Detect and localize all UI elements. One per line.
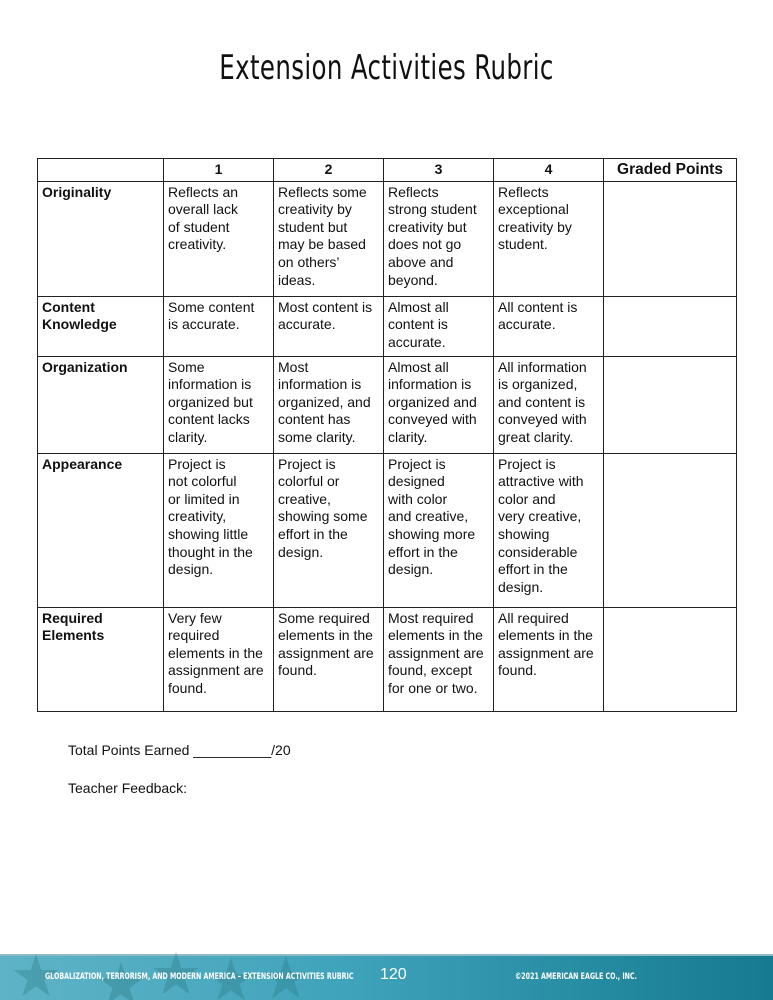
score-cell: Most required elements in the assignment…: [383, 606, 494, 712]
score-cell: All information is organized, and conten…: [493, 355, 604, 454]
star-icon: ★: [260, 946, 312, 1000]
footer-banner: ★ ★ ★ ★ ★ GLOBALIZATION, TERRORISM, AND …: [0, 946, 773, 1000]
table-row: Required Elements Very few required elem…: [37, 606, 737, 712]
score-cell: Some content is accurate.: [163, 295, 274, 357]
criterion-cell: Organization: [37, 355, 164, 454]
score-cell: All required elements in the assignment …: [493, 606, 604, 712]
graded-points-cell[interactable]: [603, 452, 737, 608]
star-icon: ★: [150, 942, 202, 1000]
rubric-table: 1 2 3 4 Graded Points Originality Reflec…: [37, 158, 737, 712]
header-cell: 2: [273, 158, 384, 182]
table-row: Appearance Project is not colorful or li…: [37, 452, 737, 608]
table-row: Content Knowledge Some content is accura…: [37, 295, 737, 357]
score-cell: Reflects strong student creativity but d…: [383, 180, 494, 297]
score-cell: Very few required elements in the assign…: [163, 606, 274, 712]
table-row: Organization Some information is organiz…: [37, 355, 737, 454]
graded-points-cell[interactable]: [603, 606, 737, 712]
score-cell: Project is attractive with color and ver…: [493, 452, 604, 608]
graded-points-cell[interactable]: [603, 295, 737, 357]
star-icon: ★: [95, 952, 147, 1000]
score-cell: Project is not colorful or limited in cr…: [163, 452, 274, 608]
page-title: Extension Activities Rubric: [219, 48, 554, 88]
score-cell: Reflects exceptional creativity by stude…: [493, 180, 604, 297]
score-cell: Project is colorful or creative, showing…: [273, 452, 384, 608]
criterion-cell: Content Knowledge: [37, 295, 164, 357]
header-cell: Graded Points: [603, 158, 737, 182]
table-row: Originality Reflects an overall lack of …: [37, 180, 737, 297]
score-cell: All content is accurate.: [493, 295, 604, 357]
teacher-feedback-label: Teacher Feedback:: [68, 780, 188, 796]
header-cell: 4: [493, 158, 604, 182]
graded-points-cell[interactable]: [603, 355, 737, 454]
criterion-cell: Appearance: [37, 452, 164, 608]
star-icon: ★: [205, 948, 257, 1000]
score-cell: Almost all information is organized and …: [383, 355, 494, 454]
header-cell: 1: [163, 158, 274, 182]
footer-copyright: ©2021 AMERICAN EAGLE CO., INC.: [515, 972, 637, 982]
star-icon: ★: [10, 944, 62, 1000]
header-row: 1 2 3 4 Graded Points: [37, 158, 737, 182]
footer-title: GLOBALIZATION, TERRORISM, AND MODERN AME…: [45, 972, 354, 982]
header-cell: 3: [383, 158, 494, 182]
graded-points-cell[interactable]: [603, 180, 737, 297]
header-cell: [37, 158, 164, 182]
score-cell: Reflects an overall lack of student crea…: [163, 180, 274, 297]
score-cell: Some information is organized but conten…: [163, 355, 274, 454]
score-cell: Project is designed with color and creat…: [383, 452, 494, 608]
score-cell: Almost all content is accurate.: [383, 295, 494, 357]
criterion-cell: Originality: [37, 180, 164, 297]
criterion-cell: Required Elements: [37, 606, 164, 712]
page-number: 120: [380, 966, 407, 983]
total-points-line: Total Points Earned __________/20: [68, 742, 291, 758]
score-cell: Most information is organized, and conte…: [273, 355, 384, 454]
score-cell: Reflects some creativity by student but …: [273, 180, 384, 297]
score-cell: Most content is accurate.: [273, 295, 384, 357]
score-cell: Some required elements in the assignment…: [273, 606, 384, 712]
